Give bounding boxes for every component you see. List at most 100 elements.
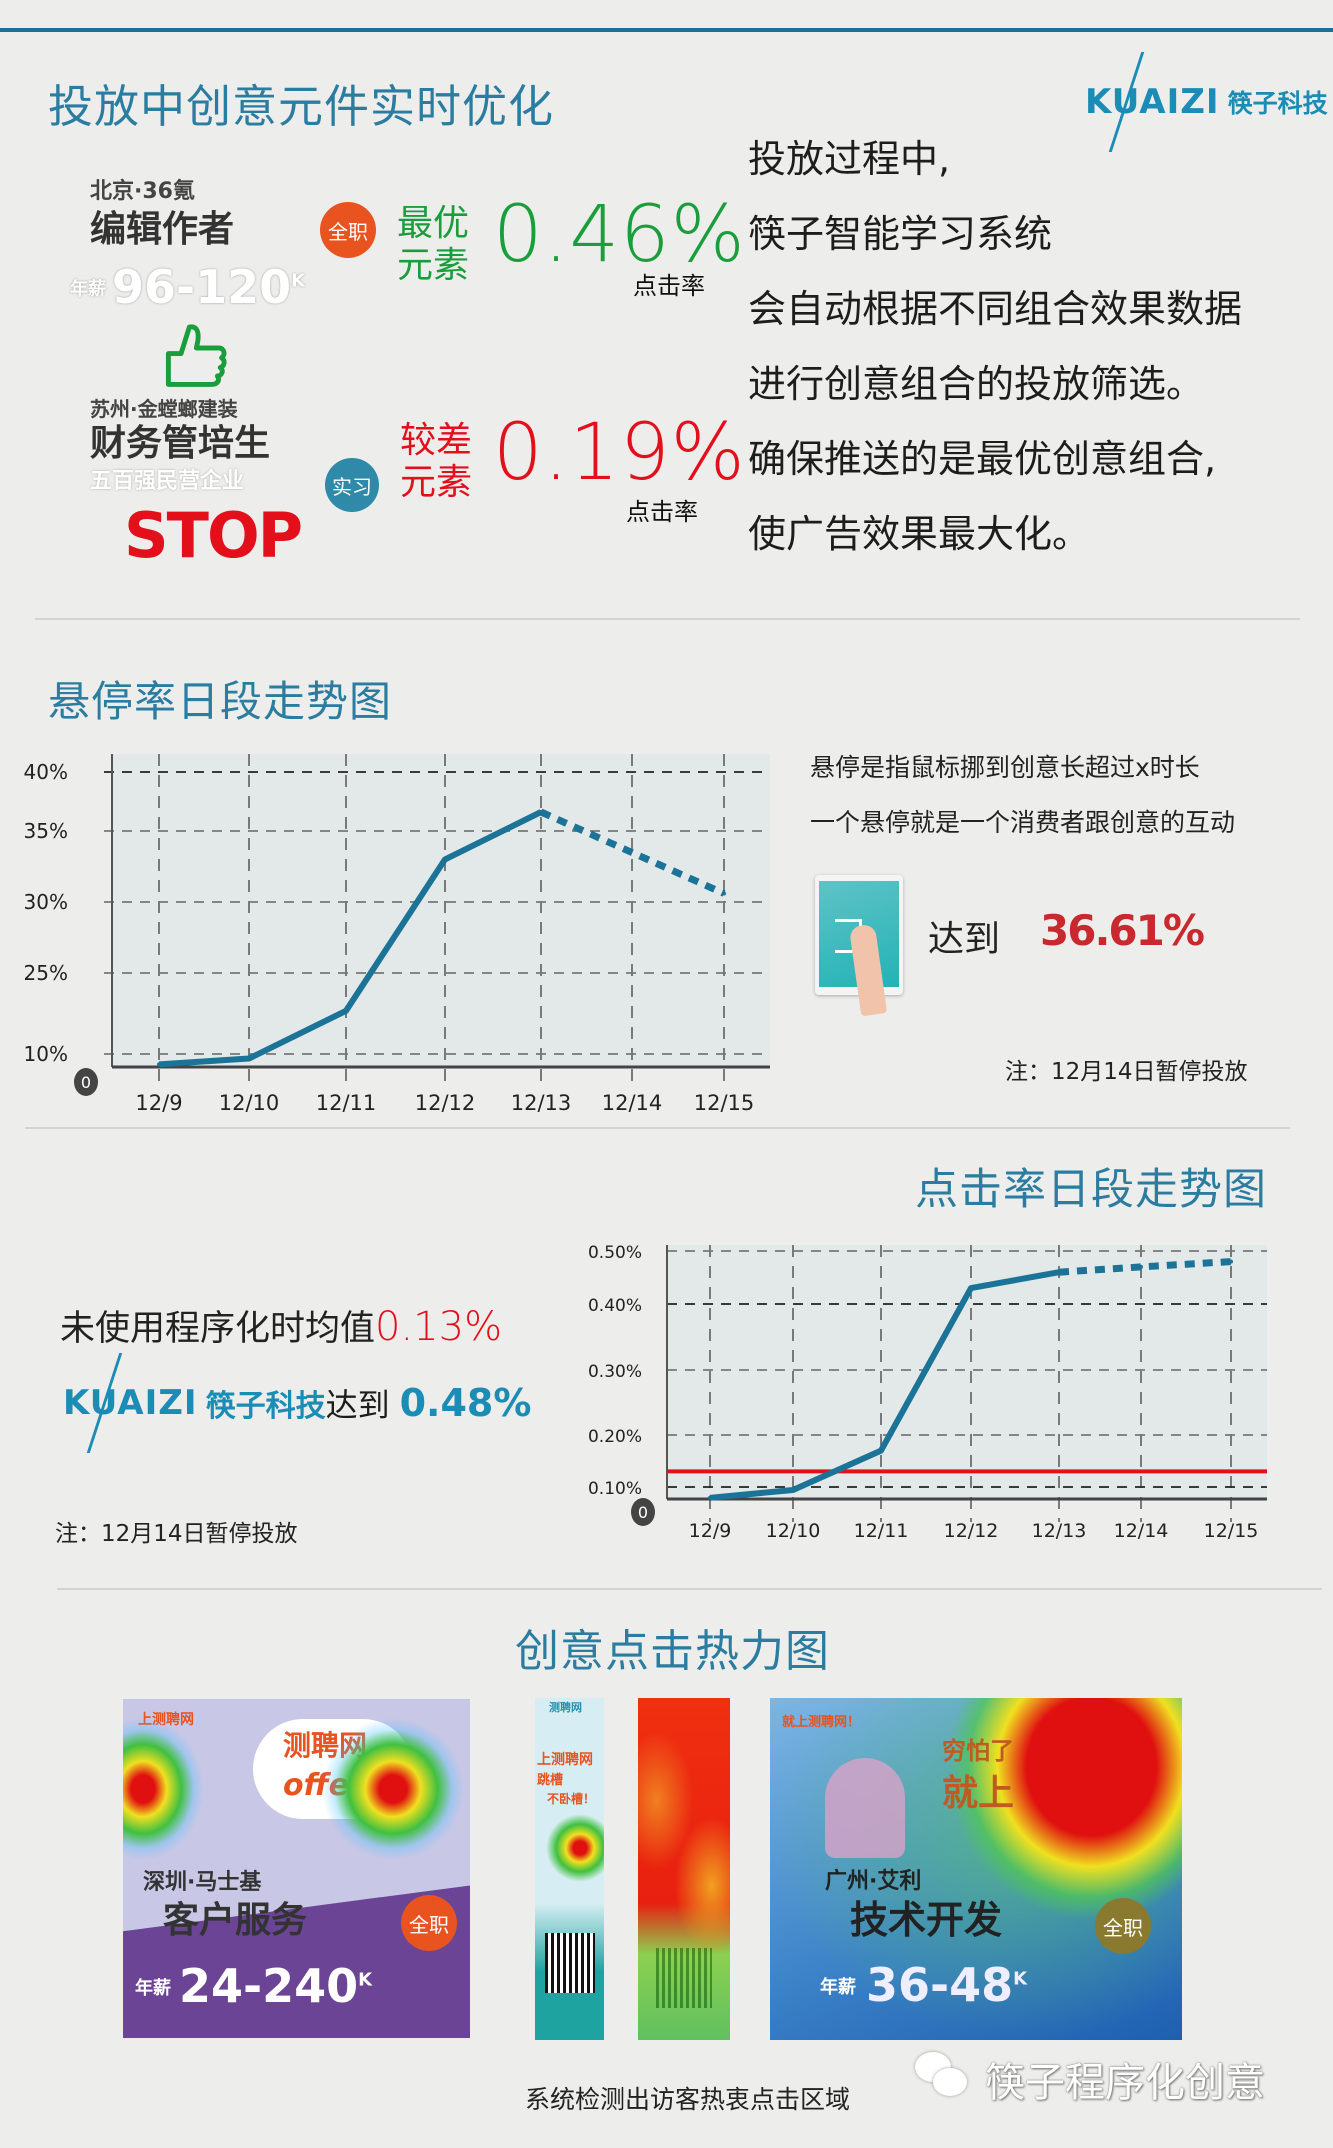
logo-latin: KUAIZI [63,1353,198,1453]
data-point [539,810,543,815]
x-tick-label: 12/10 [766,1520,821,1542]
baseline-text: 未使用程序化时均值 [60,1309,376,1349]
ad-salary-prefix: 年薪 [820,1977,856,1998]
paragraph-line: 投放过程中, [748,137,951,181]
hover-note: 注：12月14日暂停投放 [1005,1059,1248,1085]
ad-text: 跳槽 [537,1773,564,1788]
data-point [344,1008,348,1013]
heatmap-ad-1: 上测聘网 测聘网 offer 深圳·马士基 客户服务 年薪 24-240K 全职 [123,1699,470,2038]
plot-area [112,754,770,1067]
x-tick-label: 12/12 [415,1091,476,1115]
heatmap-ad-3 [638,1698,730,2040]
paragraph-line: 确保推送的是最优创意组合, [748,437,1217,481]
data-point [157,1062,161,1067]
y-tick-label: 35% [24,819,68,843]
x-tick-label: 12/14 [602,1091,663,1115]
wechat-icon [915,2052,971,2102]
data-point [791,1488,795,1492]
paragraph-line: 使广告效果最大化。 [748,512,1091,556]
y-tick-label: 0.50% [588,1243,642,1263]
best-ctr-label: 点击率 [633,272,705,300]
hover-reach-value: 36.61% [1040,906,1205,955]
best-element-label: 最优 元素 [397,203,470,286]
baseline-statement: 未使用程序化时均值0.13% [60,1300,502,1351]
data-point [443,857,447,862]
intro-paragraph: 投放过程中, 筷子智能学习系统 会自动根据不同组合效果数据 进行创意组合的投放筛… [748,122,1242,572]
kuaizi-reach-row: KUAIZI 筷子科技 达到 0.48% [63,1353,531,1453]
thumbs-up-icon [165,324,227,387]
heatmap-ad-2: 测聘网 上测聘网 跳槽 不卧槽！ [535,1698,604,2040]
ad-bubble-text: 就上 [942,1773,1015,1814]
y-tick-label: 0.40% [588,1296,642,1316]
ad-brand: 就上测聘网！ [782,1715,861,1730]
heat-spot [323,1719,463,1859]
y-tick-label: 40% [24,760,68,784]
ad-faint-text: 五百强民营企业 [90,469,245,494]
heatmap-ad-4: 就上测聘网！ 穷怕了 就上 广州·艾利 技术开发 年薪 36-48K 全职 [770,1698,1182,2040]
hover-reach-label: 达到 [928,919,1001,960]
heat-spot [540,1808,604,1888]
x-tick-label: 12/10 [219,1091,280,1115]
y-tick-label: 0 [638,1503,648,1522]
data-point [722,891,726,896]
hover-chart-title: 悬停率日段走势图 [48,677,393,726]
divider [35,618,1300,620]
x-tick-label: 12/13 [511,1091,572,1115]
ad-creative-bad: 苏州·金螳螂建装 财务管培生 五百强民营企业 实习 STOP [70,398,390,598]
click-note: 注：12月14日暂停投放 [55,1521,298,1547]
paragraph-line: 会自动根据不同组合效果数据 [748,287,1243,331]
ad-creative-good: 北京·36氪 编辑作者 年薪 96-120K 全职 [70,179,380,390]
heat-spot [770,1698,1182,2040]
stop-label: STOP [124,499,303,572]
ad-salary-prefix: 年薪 [135,1978,171,1999]
y-tick-label: 25% [24,961,68,985]
ad-brand: 测聘网 [549,1701,582,1714]
best-ctr-value: 0.46% [493,190,746,280]
ad-text: 不卧槽！ [547,1792,596,1806]
data-point [879,1448,883,1453]
ad-job: 财务管培生 [90,423,271,464]
data-point [708,1495,712,1500]
divider [57,1588,1322,1590]
x-tick-label: 12/9 [135,1091,182,1115]
qr-code-icon [656,1948,712,2008]
ad-salary-prefix: 年薪 [70,279,106,300]
click-reach-label: 达到 [325,1386,390,1424]
plot-area [667,1245,1267,1499]
y-tick-label: 0 [81,1073,91,1092]
tablet-touch-icon [815,875,910,1017]
ad-salary: 36-48K [866,1958,1028,2012]
x-tick-label: 12/15 [694,1091,755,1115]
x-tick-label: 12/11 [316,1091,377,1115]
y-tick-label: 10% [24,1042,68,1066]
heat-spot [123,1719,203,1859]
character-illustration [825,1758,905,1858]
ad-location: 苏州·金螳螂建装 [90,397,238,421]
x-tick-label: 12/11 [854,1520,909,1542]
hover-desc-2: 一个悬停就是一个消费者跟创意的互动 [810,808,1236,837]
series-line-paused [1058,1258,1232,1276]
y-tick-label: 0.10% [588,1479,642,1499]
baseline-value: 0.13% [375,1304,503,1350]
y-tick-label: 0.20% [588,1427,642,1447]
x-tick-label: 12/9 [689,1520,732,1542]
data-point [1057,1270,1061,1275]
data-point [1229,1259,1233,1264]
heatmap-title: 创意点击热力图 [515,1626,830,1677]
ad-badge-fulltime: 全职 [320,202,376,258]
ad-location: 广州·艾利 [825,1869,922,1894]
paragraph-line: 进行创意组合的投放筛选。 [748,362,1205,406]
ad-job: 客户服务 [163,1900,308,1941]
logo-cn: 筷子科技 [205,1389,326,1424]
logo-cn: 筷子科技 [1227,89,1328,118]
ad-location: 北京·36氪 [90,179,195,204]
data-point [247,1056,251,1061]
logo-latin: KUAIZI [1085,52,1220,152]
x-tick-label: 12/12 [944,1520,999,1542]
paragraph-line: 筷子智能学习系统 [748,212,1053,256]
x-tick-label: 12/13 [1032,1520,1087,1542]
worse-ctr-value: 0.19% [493,408,746,498]
ad-salary: 96-120K [112,260,306,314]
top-rule [0,28,1333,32]
